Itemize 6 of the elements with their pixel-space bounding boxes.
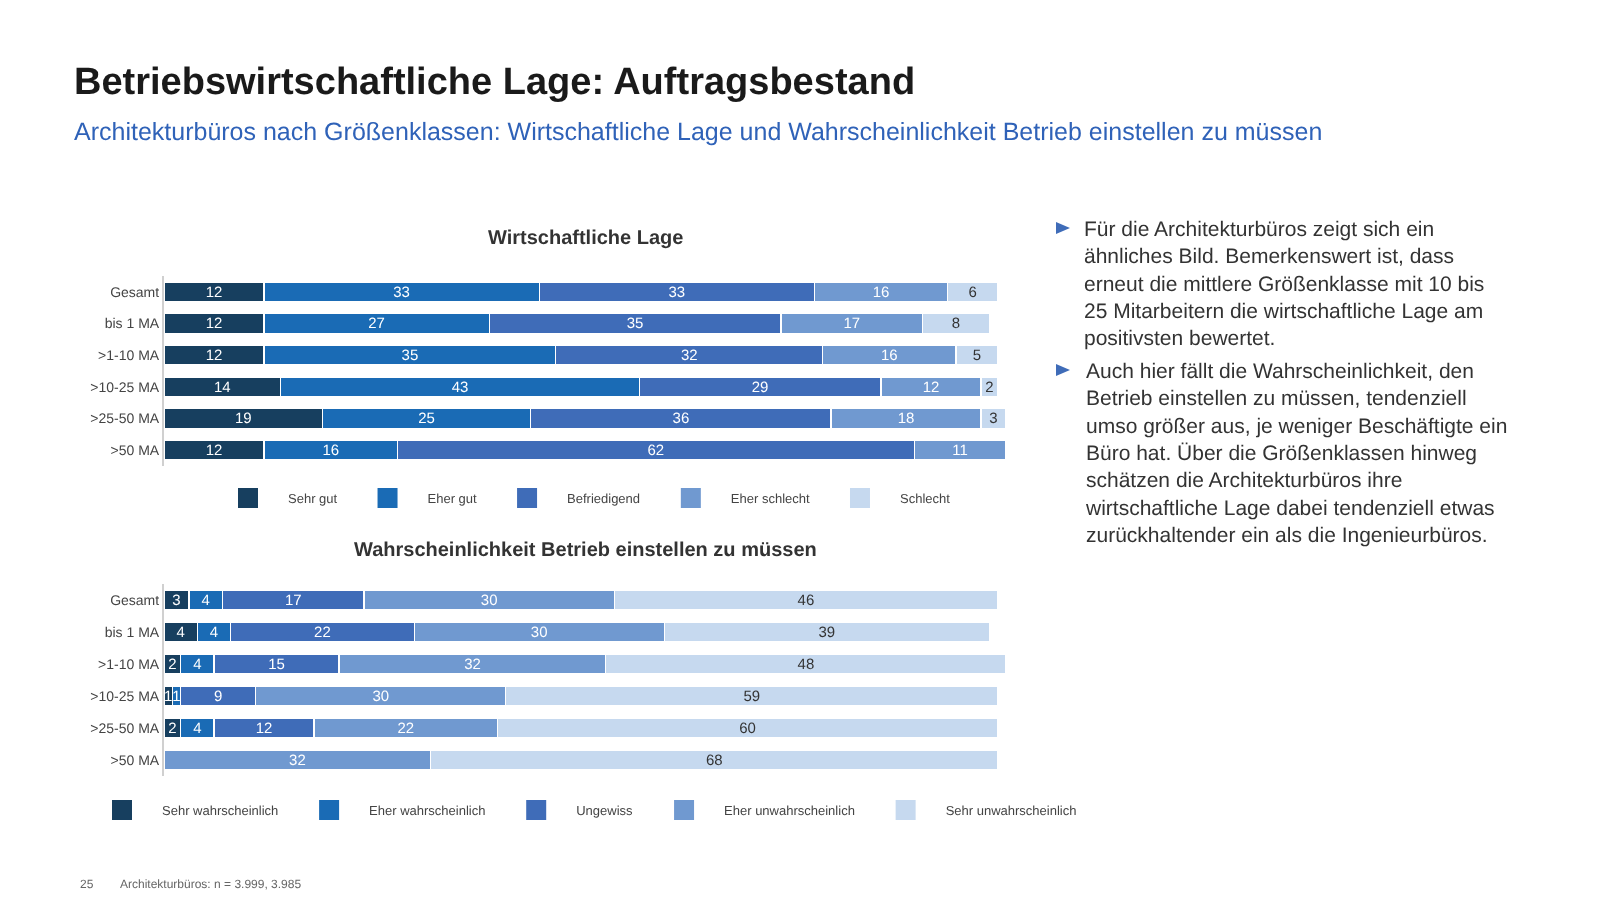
chart-title: Wahrscheinlichkeit Betrieb einstellen zu müssen [354, 540, 817, 562]
text: Architekturbüros nach Größenklassen: Wirtschaftliche Lage und Wahrscheinlichkeit Betrieb einstellen zu müssen [74, 118, 1323, 146]
text: Auch hier fällt die Wahrscheinlichkeit, den Betrieb einstellen zu müssen, tendenziell umso größer aus, je weniger Beschäftigte ein Büro hat. Über die Größenklassen hinweg schätzen die Architekturbüros ihre wirtschaftliche Lage dabei tendenziell etwas zurückhaltender ein als die Ingenieurbüros. [1084, 360, 1508, 548]
text: Betriebswirtschaftliche Lage: Auftragsbestand [74, 62, 916, 104]
chart-title: Wirtschaftliche Lage [488, 228, 685, 250]
text: Für die Architekturbüros zeigt sich ein ähnliches Bild. Bemerkenswert ist, dass erneut die mittlere Größenklasse mit 10 bis 25 Mitarbeitern die wirtschaftliche Lage am positivsten bewertet. [1084, 218, 1485, 352]
